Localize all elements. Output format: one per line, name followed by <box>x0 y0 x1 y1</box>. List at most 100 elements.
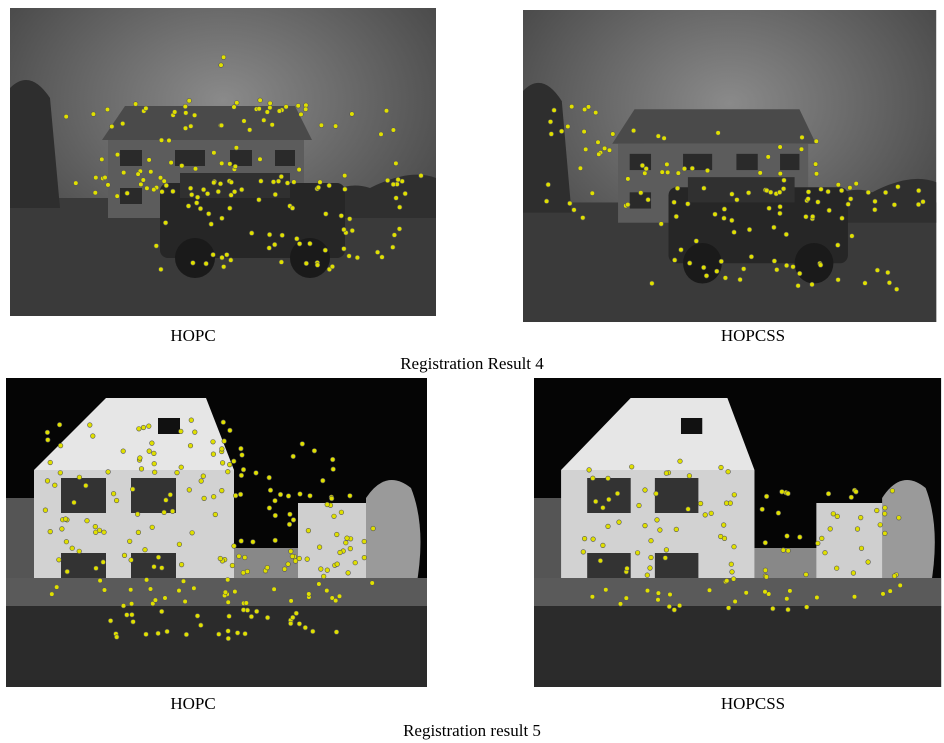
keypoint <box>297 242 302 247</box>
keypoint <box>758 171 763 176</box>
keypoint <box>291 615 296 620</box>
keypoint <box>806 197 811 202</box>
keypoint <box>223 590 228 595</box>
keypoint <box>800 135 805 140</box>
keypoint <box>295 236 300 241</box>
keypoint <box>672 608 677 613</box>
keypoint <box>105 107 110 112</box>
keypoint <box>626 202 631 207</box>
keypoint <box>332 514 337 519</box>
keypoint <box>54 585 59 590</box>
keypoint <box>866 560 871 565</box>
keypoint <box>816 200 821 205</box>
keypoint <box>546 182 551 187</box>
keypoint <box>307 592 312 597</box>
keypoint <box>319 567 324 572</box>
keypoint <box>177 588 182 593</box>
keypoint <box>342 247 347 252</box>
keypoint <box>160 566 165 571</box>
keypoint <box>58 443 63 448</box>
keypoint <box>330 457 335 462</box>
keypoint <box>581 550 586 555</box>
keypoint <box>722 536 727 541</box>
keypoint <box>88 423 93 428</box>
keypoint <box>291 454 296 459</box>
keypoint <box>846 202 851 207</box>
keypoint <box>629 465 634 470</box>
keypoint <box>715 269 720 274</box>
keypoint <box>350 112 355 117</box>
keypoint <box>111 491 116 496</box>
keypoint <box>859 546 864 551</box>
keypoint <box>675 186 680 191</box>
keypoint <box>723 276 728 281</box>
keypoint <box>57 558 62 563</box>
keypoint <box>300 442 305 447</box>
keypoint <box>649 538 654 543</box>
keypoint <box>195 195 200 200</box>
keypoint <box>143 547 148 552</box>
keypoint <box>219 123 224 128</box>
keypoint <box>233 589 238 594</box>
keypoint <box>229 258 234 263</box>
keypoint <box>106 470 111 475</box>
keypoint <box>836 278 841 283</box>
keypoint <box>873 207 878 212</box>
keypoint <box>686 507 691 512</box>
keypoint <box>282 567 287 572</box>
keypoint <box>149 169 154 174</box>
keypoint <box>265 110 270 115</box>
keypoint <box>288 512 293 517</box>
keypoint <box>93 524 98 529</box>
keypoint <box>780 490 785 495</box>
keypoint <box>772 225 777 230</box>
keypoint <box>380 255 385 260</box>
keypoint <box>391 182 396 187</box>
keypoint <box>836 243 841 248</box>
keypoint <box>866 190 871 195</box>
keypoint <box>232 189 237 194</box>
keypoint <box>810 282 815 287</box>
keypoint <box>152 451 157 456</box>
keypoint <box>180 164 185 169</box>
keypoint <box>744 591 749 596</box>
keypoint <box>664 548 669 553</box>
keypoint <box>65 569 70 574</box>
keypoint <box>782 178 787 183</box>
keypoint <box>226 636 231 641</box>
keypoint <box>786 491 791 496</box>
keypoint <box>639 191 644 196</box>
keypoint <box>343 187 348 192</box>
keypoint <box>280 233 285 238</box>
keypoint <box>153 598 158 603</box>
keypoint <box>272 587 277 592</box>
keypoint <box>317 545 322 550</box>
keypoint <box>63 517 68 522</box>
keypoint <box>887 280 892 285</box>
keypoint <box>175 470 180 475</box>
keypoint <box>98 578 103 583</box>
keypoint <box>702 186 707 191</box>
keypoint <box>257 198 262 203</box>
keypoint <box>726 606 731 611</box>
keypoint <box>265 565 270 570</box>
keypoint <box>232 544 237 549</box>
keypoint <box>732 544 737 549</box>
keypoint <box>330 264 335 269</box>
keypoint <box>892 574 897 579</box>
keypoint <box>818 263 823 268</box>
keypoint <box>704 274 709 279</box>
keypoint <box>188 186 193 191</box>
keypoint <box>786 548 791 553</box>
keypoint <box>229 193 234 198</box>
keypoint <box>102 588 107 593</box>
keypoint <box>227 462 232 467</box>
keypoint <box>814 139 819 144</box>
keypoint <box>391 245 396 250</box>
keypoint <box>289 549 294 554</box>
keypoint <box>676 171 681 176</box>
keypoint <box>257 107 262 112</box>
keypoint <box>163 596 168 601</box>
keypoint <box>799 147 804 152</box>
keypoint <box>323 248 328 253</box>
